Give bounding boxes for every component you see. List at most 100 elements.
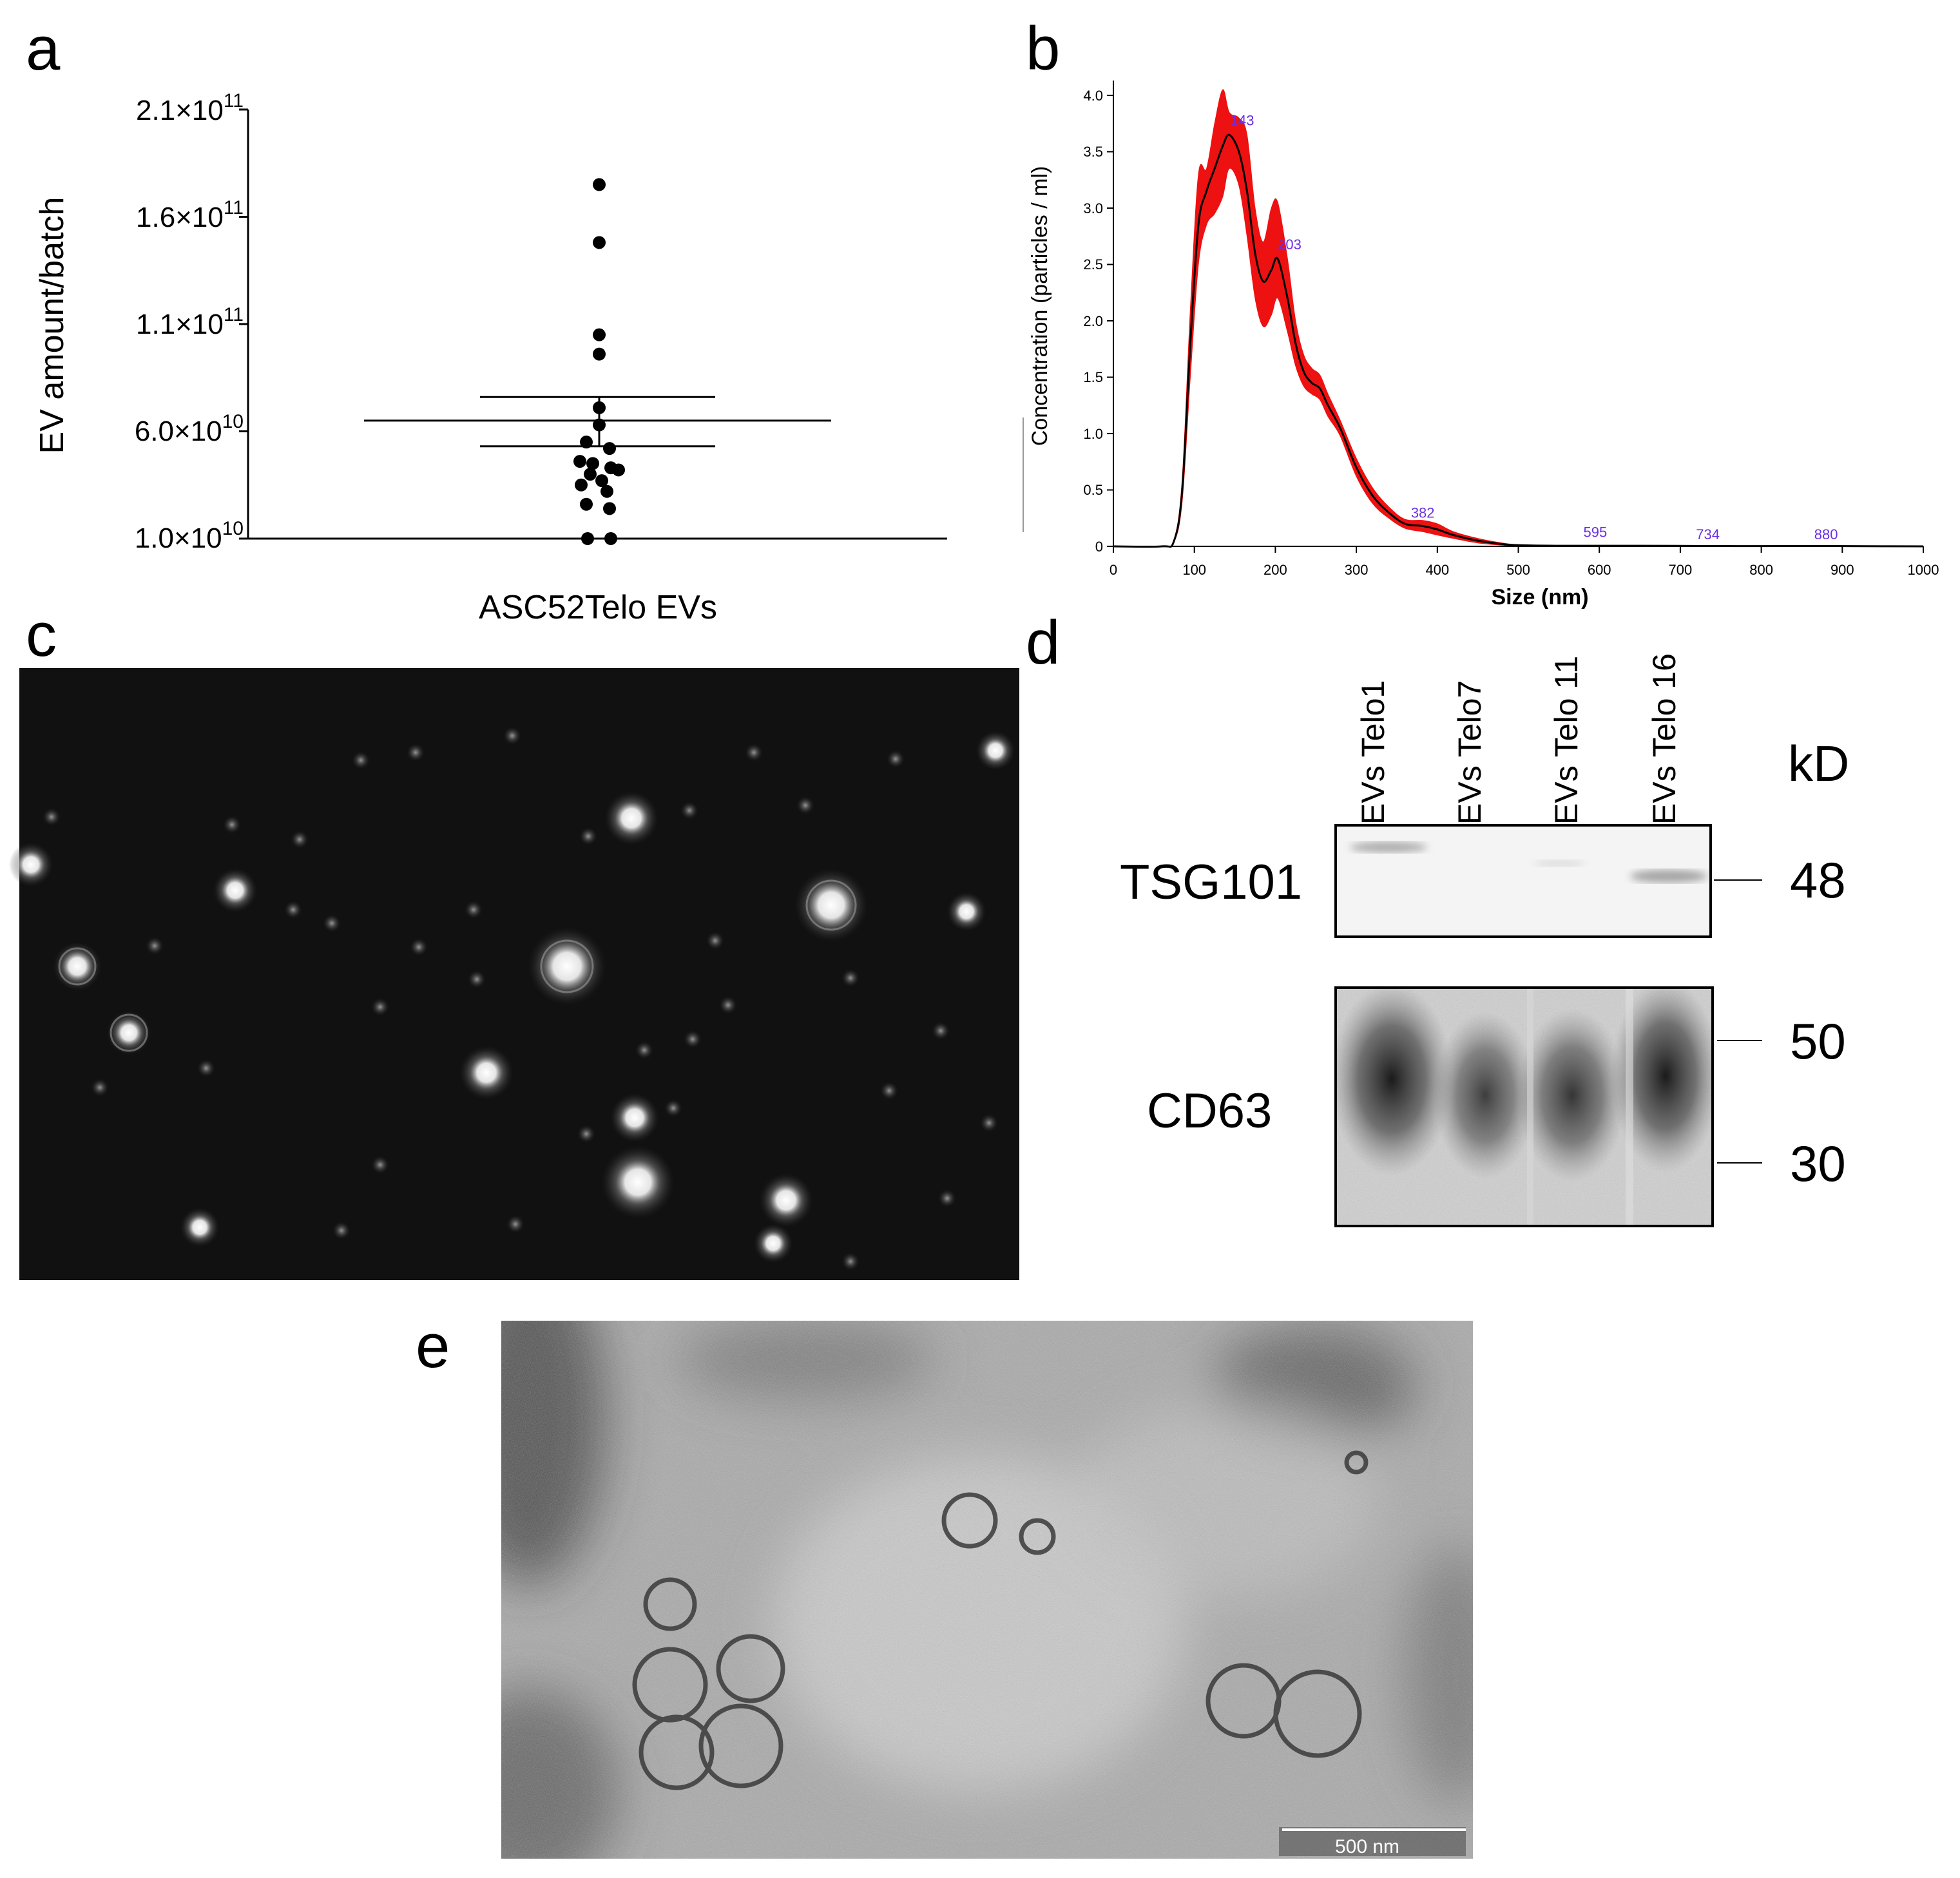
a-data-point xyxy=(600,484,613,498)
a-data-point xyxy=(580,497,593,511)
e-tem-image: 500 nm xyxy=(501,1321,1473,1859)
e-vesicle xyxy=(1344,1450,1369,1475)
d-blot-label-cd63: CD63 xyxy=(1147,1084,1272,1138)
a-data-point xyxy=(612,463,625,477)
c-particle-spot xyxy=(841,969,860,987)
c-particle-spot xyxy=(323,914,341,932)
b-xtick-label: 800 xyxy=(1749,562,1773,578)
a-ytick-label: 1.0×1010 xyxy=(135,518,244,554)
c-particle-spot xyxy=(684,1030,702,1048)
c-particle-spot xyxy=(579,827,597,845)
d-smear xyxy=(1517,1008,1627,1182)
c-particle-spot xyxy=(975,731,1015,771)
panel-a: a 2.1×1011 1.6×1011 1.1×1011 6.0×1010 1.… xyxy=(26,14,947,626)
b-ticks xyxy=(1107,95,1924,553)
a-data-point xyxy=(581,532,594,545)
d-blot-cd63-frame xyxy=(1334,986,1714,1227)
c-micrograph-background xyxy=(19,668,1019,1280)
d-cd63-smears xyxy=(1336,988,1713,1226)
e-vesicle xyxy=(643,1577,697,1631)
e-scalebar-label: 500 nm xyxy=(1335,1836,1399,1857)
a-data-point xyxy=(593,418,606,432)
c-particle-spot xyxy=(577,1125,595,1143)
b-ytick-label: 3.5 xyxy=(1083,144,1103,160)
a-data-point xyxy=(603,442,616,455)
b-ytick-label: 3.0 xyxy=(1083,200,1103,216)
d-band xyxy=(1630,870,1707,883)
c-particle-spot xyxy=(759,1173,813,1227)
a-ytick-label: 1.1×1011 xyxy=(136,304,244,340)
a-y-tick-labels: 2.1×1011 1.6×1011 1.1×1011 6.0×1010 1.0×… xyxy=(135,90,244,554)
c-particle-spot xyxy=(932,1022,950,1040)
a-data-point xyxy=(603,502,616,515)
a-ytick-label: 1.6×1011 xyxy=(136,197,244,233)
c-particle-spot xyxy=(197,1059,215,1077)
c-particle-spot xyxy=(635,1041,653,1059)
c-particle-spot xyxy=(604,791,658,845)
b-y-axis-label: Concentration (particles / ml) xyxy=(1028,166,1052,446)
b-peak-label: 382 xyxy=(1411,505,1435,521)
a-ytick-label: 2.1×1011 xyxy=(136,90,244,126)
c-particle-spot xyxy=(706,932,724,950)
c-particle-spot xyxy=(528,927,606,1006)
c-particle-spot xyxy=(223,816,241,834)
d-marker-label: 50 xyxy=(1790,1013,1846,1069)
c-particle-spot xyxy=(410,938,428,956)
c-particle-spot xyxy=(371,998,389,1016)
b-xtick-label: 400 xyxy=(1425,562,1449,578)
c-particle-spot xyxy=(459,1046,514,1100)
a-data-point xyxy=(593,236,606,249)
b-peak-label: 143 xyxy=(1231,113,1254,129)
b-xtick-label: 0 xyxy=(1110,562,1117,578)
panel-label-a: a xyxy=(26,14,61,83)
c-particle-spot xyxy=(407,743,425,762)
c-particle-spot xyxy=(213,868,258,913)
b-x-tick-labels: 0 100 200 300 400 500 600 700 800 900 10… xyxy=(1110,562,1939,578)
b-peak-label: 880 xyxy=(1814,526,1838,542)
c-particle-spot xyxy=(794,868,868,942)
b-xtick-label: 100 xyxy=(1182,562,1206,578)
c-particle-spot xyxy=(352,751,370,769)
c-particle-halo xyxy=(58,947,97,986)
e-vesicle xyxy=(698,1703,783,1788)
b-ytick-label: 1.0 xyxy=(1083,426,1103,442)
e-scalebar-box xyxy=(1279,1827,1466,1856)
c-particle-halo xyxy=(110,1013,148,1052)
panel-a-axes xyxy=(239,108,947,540)
c-particle-spot xyxy=(841,1252,860,1270)
b-xtick-label: 300 xyxy=(1345,562,1369,578)
c-particle-spot xyxy=(938,1189,956,1207)
c-particle-spot xyxy=(106,1010,151,1055)
b-xtick-label: 500 xyxy=(1506,562,1530,578)
d-blot-label-tsg101: TSG101 xyxy=(1120,855,1302,910)
c-particle-spot xyxy=(91,1078,109,1097)
d-smear xyxy=(1611,988,1713,1173)
a-data-point xyxy=(604,532,617,545)
d-tsg101-bands xyxy=(1350,842,1707,883)
b-xtick-label: 700 xyxy=(1669,562,1693,578)
c-particle-spot xyxy=(468,970,486,988)
panel-label-e: e xyxy=(416,1312,450,1381)
c-particle-halo xyxy=(540,939,594,993)
b-ytick-label: 0 xyxy=(1095,539,1103,555)
e-vesicle xyxy=(639,1714,715,1790)
a-data-point xyxy=(573,455,586,468)
c-particle-spot xyxy=(291,830,309,848)
a-data-point xyxy=(586,457,599,470)
c-particle-spot xyxy=(610,1093,659,1142)
c-particle-spot xyxy=(8,842,53,887)
c-particle-spot xyxy=(371,1156,389,1174)
b-xtick-label: 900 xyxy=(1830,562,1854,578)
panel-c: c xyxy=(8,600,1019,1280)
d-unit-label: kD xyxy=(1788,735,1849,792)
d-lane-labels: EVs Telo1 EVs Telo7 EVs Telo 11 EVs Telo… xyxy=(1355,653,1682,825)
a-ytick-label: 6.0×1010 xyxy=(135,411,244,447)
c-particle-spot xyxy=(180,1207,220,1247)
d-marker-label: 30 xyxy=(1790,1135,1846,1192)
e-vesicle xyxy=(1019,1518,1056,1555)
d-band xyxy=(1350,842,1427,852)
b-ytick-label: 0.5 xyxy=(1083,482,1103,498)
a-data-point xyxy=(580,436,593,449)
d-lane-label: EVs Telo 16 xyxy=(1646,653,1682,825)
